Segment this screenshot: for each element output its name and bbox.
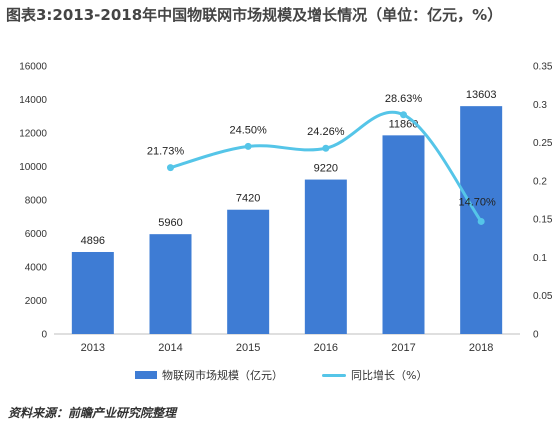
bar	[71, 251, 114, 334]
bar-value-label: 4896	[81, 235, 105, 247]
category-label: 2018	[469, 342, 493, 354]
growth-value-label: 28.63%	[385, 93, 423, 105]
category-label: 2016	[314, 342, 338, 354]
growth-value-label: 21.73%	[147, 146, 185, 158]
right-axis-tick-label: 0.35	[533, 62, 553, 73]
growth-value-label: 24.26%	[307, 126, 345, 138]
growth-value-label: 14.70%	[459, 196, 497, 208]
category-label: 2013	[81, 342, 105, 354]
bar	[304, 179, 347, 334]
growth-point	[244, 142, 252, 150]
bar	[227, 209, 270, 334]
chart-title: 图表3:2013-2018年中国物联网市场规模及增长情况（单位：亿元，%）	[6, 6, 503, 24]
growth-value-label: 24.50%	[230, 124, 268, 136]
legend-item-line: 同比增长（%）	[322, 367, 427, 383]
right-axis-tick-label: 0.15	[533, 215, 553, 226]
right-axis-tick-label: 0.05	[533, 291, 553, 302]
chart-legend: 物联网市场规模（亿元） 同比增长（%）	[0, 367, 558, 385]
category-label: 2017	[391, 342, 415, 354]
growth-point	[167, 164, 174, 172]
left-axis-tick-label: 10000	[19, 162, 47, 173]
growth-point	[477, 217, 485, 225]
legend-line-swatch	[322, 373, 346, 377]
bar-value-label: 5960	[158, 217, 182, 229]
left-axis-tick-label: 0	[41, 330, 47, 341]
legend-bar-swatch	[135, 371, 157, 379]
right-axis-tick-label: 0.25	[533, 138, 553, 149]
bar-value-label: 13603	[466, 89, 497, 101]
left-axis-tick-label: 8000	[25, 196, 48, 207]
source-note: 资料来源：前瞻产业研究院整理	[8, 406, 177, 420]
right-axis-tick-label: 0.3	[533, 100, 547, 111]
growth-point	[400, 111, 407, 119]
bar	[382, 135, 425, 334]
right-axis-tick-label: 0.2	[533, 176, 547, 187]
growth-point	[322, 144, 330, 152]
category-label: 2014	[158, 342, 182, 354]
category-label: 2015	[236, 342, 260, 354]
left-axis-tick-label: 2000	[25, 296, 48, 307]
bar	[149, 234, 192, 334]
right-axis-tick-label: 0	[533, 330, 539, 341]
left-axis-tick-label: 12000	[19, 129, 47, 140]
legend-item-bar: 物联网市场规模（亿元）	[135, 367, 283, 383]
legend-line-label: 同比增长（%）	[351, 369, 428, 382]
legend-bar-label: 物联网市场规模（亿元）	[162, 369, 283, 382]
bar-value-label: 7420	[236, 193, 260, 205]
bar-value-label: 9220	[314, 163, 338, 175]
left-axis-tick-label: 6000	[25, 229, 48, 240]
left-axis-tick-label: 14000	[19, 95, 47, 106]
growth-line	[169, 110, 483, 223]
left-axis-tick-label: 16000	[19, 62, 47, 73]
left-axis-tick-label: 4000	[25, 263, 48, 274]
right-axis-tick-label: 0.1	[533, 253, 547, 264]
